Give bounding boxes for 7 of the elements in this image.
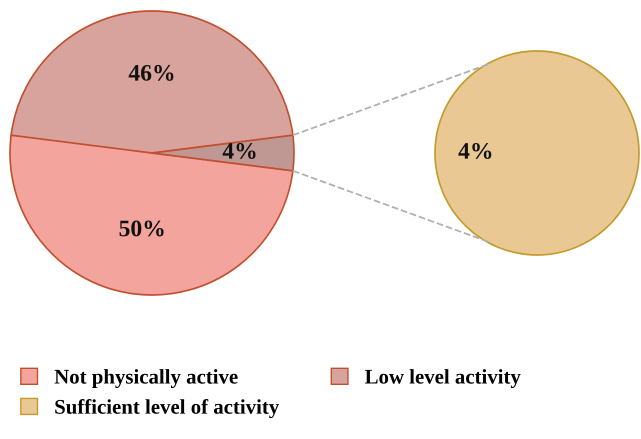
data-label: 4%	[458, 142, 492, 159]
legend-label: Sufficient level of activity	[55, 399, 280, 418]
legend-label: Low level activity	[364, 369, 521, 388]
data-label: 46%	[128, 64, 174, 81]
data-label: 50%	[120, 220, 164, 236]
data-label: 4%	[222, 142, 256, 159]
legend-label: Not physically active	[54, 369, 238, 388]
